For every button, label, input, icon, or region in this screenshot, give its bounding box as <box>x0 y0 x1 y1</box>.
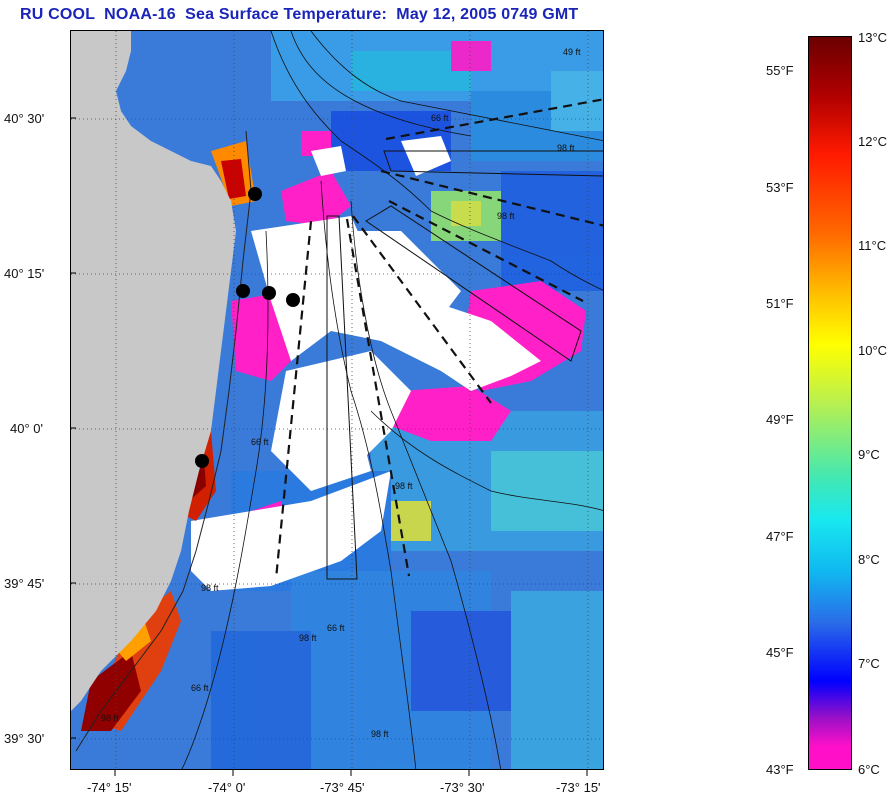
lat-label-4030: 40° 30' <box>4 111 45 126</box>
colorbar-label-c: 10°C <box>858 343 888 358</box>
lat-label-4000: 40° 0' <box>10 421 43 436</box>
depth-labels: 49 ft 66 ft 98 ft 98 ft 66 ft 98 ft 66 f… <box>101 47 581 739</box>
depth-label: 98 ft <box>101 713 119 723</box>
colorbar-label-c: 12°C <box>858 134 888 149</box>
warm-patches <box>81 141 256 731</box>
depth-label: 98 ft <box>497 211 515 221</box>
lon-label-7315: -73° 15' <box>556 780 601 795</box>
depth-label: 49 ft <box>563 47 581 57</box>
cold-patches <box>221 131 586 576</box>
depth-label: 98 ft <box>557 143 575 153</box>
lat-label-3945: 39° 45' <box>4 576 45 591</box>
depth-label: 98 ft <box>201 583 219 593</box>
station-marker <box>195 454 209 468</box>
colorbar-label-f: 45°F <box>766 645 794 660</box>
graticule <box>71 31 603 769</box>
station-marker <box>286 293 300 307</box>
lon-label-7330: -73° 30' <box>440 780 485 795</box>
station-marker <box>248 187 262 201</box>
colorbar-label-c: 7°C <box>858 656 880 671</box>
sst-map: 49 ft 66 ft 98 ft 98 ft 66 ft 98 ft 66 f… <box>70 30 604 770</box>
axis-ticks <box>70 117 588 776</box>
depth-label: 66 ft <box>191 683 209 693</box>
lon-label-7415: -74° 15' <box>87 780 132 795</box>
temperature-colorbar <box>808 36 852 770</box>
colorbar-label-f: 51°F <box>766 296 794 311</box>
colorbar-label-c: 13°C <box>858 30 888 45</box>
colorbar-label-f: 49°F <box>766 412 794 427</box>
colorbar-gradient <box>809 37 851 769</box>
station-marker <box>236 284 250 298</box>
sst-map-svg: 49 ft 66 ft 98 ft 98 ft 66 ft 98 ft 66 f… <box>71 31 603 769</box>
lat-label-3930: 39° 30' <box>4 731 45 746</box>
station-marker <box>262 286 276 300</box>
dashed-transects <box>274 98 603 580</box>
colorbar-label-c: 8°C <box>858 552 880 567</box>
colorbar-label-f: 47°F <box>766 529 794 544</box>
colorbar-label-c: 6°C <box>858 762 880 777</box>
bathymetry-contours <box>181 31 603 769</box>
colorbar-label-f: 53°F <box>766 180 794 195</box>
depth-label: 98 ft <box>395 481 413 491</box>
colorbar-label-f: 55°F <box>766 63 794 78</box>
depth-label: 66 ft <box>327 623 345 633</box>
colorbar-label-f: 43°F <box>766 762 794 777</box>
sampling-boxes <box>326 150 603 580</box>
lat-label-4015: 40° 15' <box>4 266 45 281</box>
depth-label: 98 ft <box>299 633 317 643</box>
depth-label: 98 ft <box>371 729 389 739</box>
colorbar-label-c: 11°C <box>858 238 887 253</box>
lon-label-7400: -74° 0' <box>208 780 246 795</box>
depth-label: 66 ft <box>431 113 449 123</box>
depth-label: 66 ft <box>251 437 269 447</box>
station-markers <box>195 187 300 468</box>
colorbar-label-c: 9°C <box>858 447 880 462</box>
lon-label-7345: -73° 45' <box>320 780 365 795</box>
map-title: RU COOL NOAA-16 Sea Surface Temperature:… <box>20 6 579 23</box>
land <box>71 31 236 711</box>
coastline <box>75 130 252 752</box>
